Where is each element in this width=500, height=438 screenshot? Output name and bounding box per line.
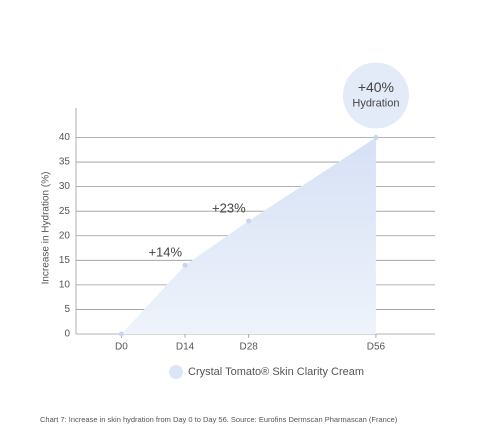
x-tick-label: D14 bbox=[176, 342, 195, 353]
data-label: +14% bbox=[148, 245, 182, 260]
caption: Chart 7: Increase in skin hydration from… bbox=[40, 415, 398, 424]
data-point bbox=[246, 218, 252, 224]
annotation: Hydration bbox=[352, 97, 399, 109]
data-point bbox=[373, 134, 379, 140]
data-label: +23% bbox=[212, 200, 246, 215]
legend-swatch bbox=[169, 365, 183, 379]
legend-label: Crystal Tomato® Skin Clarity Cream bbox=[188, 366, 364, 378]
y-tick-label: 10 bbox=[59, 280, 71, 291]
y-tick-label: 35 bbox=[59, 157, 71, 168]
y-tick-label: 25 bbox=[59, 206, 71, 217]
area bbox=[121, 137, 376, 334]
y-tick-label: 30 bbox=[59, 181, 71, 192]
y-tick-label: 0 bbox=[64, 329, 70, 340]
x-tick-label: D0 bbox=[115, 342, 128, 353]
y-tick-label: 15 bbox=[59, 255, 71, 266]
y-tick-label: 40 bbox=[59, 132, 71, 143]
y-tick-label: 20 bbox=[59, 230, 71, 241]
y-axis-label: Increase in Hydration (%) bbox=[41, 172, 52, 285]
x-tick-label: D56 bbox=[367, 342, 386, 353]
data-point bbox=[118, 331, 124, 337]
highlight-bubble bbox=[342, 62, 409, 129]
data-point bbox=[182, 262, 188, 268]
x-tick-label: D28 bbox=[240, 342, 259, 353]
data-label: +40% bbox=[358, 79, 394, 95]
y-tick-label: 5 bbox=[64, 304, 70, 315]
